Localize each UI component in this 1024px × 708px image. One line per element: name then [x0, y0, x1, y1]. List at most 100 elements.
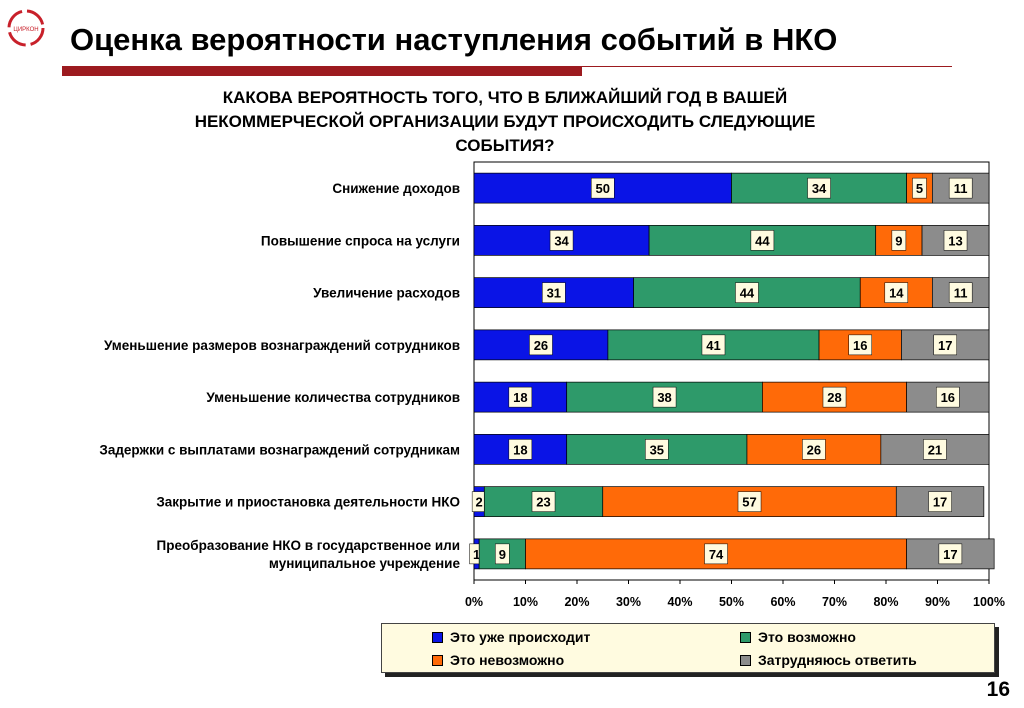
title-rule	[62, 66, 952, 67]
legend-label-already: Это уже происходит	[450, 629, 591, 645]
data-label-box	[508, 439, 533, 460]
data-label: 26	[807, 442, 821, 457]
data-label: 1	[473, 547, 480, 562]
data-label: 41	[706, 338, 720, 353]
data-label-box	[735, 282, 759, 303]
data-label: 44	[755, 233, 770, 248]
data-label: 23	[536, 495, 550, 510]
data-label-box	[701, 334, 726, 356]
legend-item-possible: Это возможно	[740, 629, 856, 645]
data-label-box	[848, 334, 872, 356]
category-label: Уменьшение размеров вознаграждений сотру…	[104, 338, 460, 353]
legend-item-impossible: Это невозможно	[432, 652, 564, 668]
data-label: 16	[941, 390, 955, 405]
chart-title-line-2: НЕКОММЕРЧЕСКОЙ ОРГАНИЗАЦИИ БУДУТ ПРОИСХО…	[194, 112, 816, 131]
data-label: 16	[853, 338, 867, 353]
data-label: 31	[547, 286, 561, 301]
legend-swatch-unsure	[740, 654, 751, 666]
logo-text: ЦИРКОН	[13, 27, 38, 33]
legend-swatch-impossible	[432, 654, 443, 666]
data-label-box	[549, 230, 574, 251]
data-label: 17	[933, 495, 947, 510]
plot-area	[473, 161, 990, 581]
data-label: 44	[740, 286, 755, 301]
data-label: 34	[812, 181, 827, 196]
x-tick-label: 20%	[564, 595, 589, 609]
category-label: Увеличение расходов	[313, 286, 460, 301]
data-label-box	[529, 334, 553, 356]
data-label-box	[936, 386, 960, 408]
data-label-box	[508, 386, 533, 408]
legend: Это уже происходит Это возможно Это нево…	[381, 623, 995, 673]
category-label: Преобразование НКО в государственное или	[157, 538, 460, 553]
legend-swatch-possible	[740, 631, 751, 643]
data-label-box	[884, 282, 909, 303]
data-label: 2	[476, 495, 483, 510]
chart-title-line-1: КАКОВА ВЕРОЯТНОСТЬ ТОГО, ЧТО В БЛИЖАЙШИЙ…	[222, 88, 788, 107]
data-label: 11	[954, 181, 968, 196]
data-label-box	[591, 177, 615, 199]
data-label: 11	[954, 286, 968, 301]
data-label: 50	[596, 181, 610, 196]
data-label: 28	[827, 390, 841, 405]
data-label: 35	[650, 442, 664, 457]
legend-item-already: Это уже происходит	[432, 629, 590, 645]
data-label-box	[822, 386, 847, 408]
data-label: 5	[916, 181, 923, 196]
data-label-box	[737, 491, 762, 512]
legend-item-unsure: Затрудняюсь ответить	[740, 652, 917, 668]
data-label: 38	[657, 390, 671, 405]
x-tick-label: 90%	[925, 595, 950, 609]
legend-label-unsure: Затрудняюсь ответить	[758, 652, 917, 668]
category-label: муниципальное учреждение	[269, 556, 461, 571]
data-label-box	[495, 543, 510, 565]
category-label: Закрытие и приостановка деятельности НКО	[156, 495, 460, 510]
data-label-box	[928, 491, 952, 512]
x-tick-label: 30%	[616, 595, 641, 609]
x-tick-label: 70%	[822, 595, 847, 609]
x-tick-label: 100%	[973, 595, 1005, 609]
chart-title-line-3: СОБЫТИЯ?	[455, 136, 555, 155]
data-label: 9	[499, 547, 506, 562]
data-label-box	[923, 439, 947, 460]
data-label: 14	[889, 286, 904, 301]
category-label: Уменьшение количества сотрудников	[206, 390, 460, 405]
x-tick-label: 0%	[465, 595, 483, 609]
data-label-box	[948, 177, 973, 199]
page-title: Оценка вероятности наступления событий в…	[70, 22, 838, 57]
data-label-box	[652, 386, 677, 408]
data-label-box	[891, 230, 907, 251]
legend-label-possible: Это возможно	[758, 629, 856, 645]
data-label-box	[948, 282, 973, 303]
stacked-bar-chart: 50 34 5 11 Снижение доходов 34 44 9 13 Повышение …	[99, 161, 1005, 609]
data-label-box	[750, 230, 775, 251]
category-label: Повышение спроса на услуги	[261, 233, 460, 248]
data-label-box	[704, 543, 728, 565]
category-label: Задержки с выплатами вознаграждений сотр…	[99, 442, 460, 457]
data-label-box	[542, 282, 566, 303]
x-tick-label: 10%	[513, 595, 538, 609]
legend-label-impossible: Это невозможно	[450, 652, 565, 668]
data-label: 57	[742, 495, 756, 510]
data-label-box	[531, 491, 556, 512]
data-label: 26	[534, 338, 548, 353]
title-rule-accent	[62, 67, 582, 76]
data-label-box	[802, 439, 826, 460]
legend-swatch-already	[432, 631, 443, 643]
data-label: 17	[943, 547, 957, 562]
data-label-box	[933, 334, 957, 356]
page-number: 16	[986, 678, 1010, 701]
data-label: 9	[895, 233, 902, 248]
data-label: 74	[709, 547, 724, 562]
x-tick-label: 40%	[667, 595, 692, 609]
data-label: 13	[948, 233, 962, 248]
data-label: 34	[554, 233, 569, 248]
data-label-box	[938, 543, 963, 565]
data-label: 18	[513, 390, 527, 405]
x-tick-label: 50%	[719, 595, 744, 609]
chart-title: КАКОВА ВЕРОЯТНОСТЬ ТОГО, ЧТО В БЛИЖАЙШИЙ…	[140, 86, 870, 158]
data-label-box	[807, 177, 831, 199]
data-label: 18	[513, 442, 527, 457]
data-label: 21	[928, 442, 942, 457]
logo-icon: ЦИРКОН	[7, 9, 45, 47]
